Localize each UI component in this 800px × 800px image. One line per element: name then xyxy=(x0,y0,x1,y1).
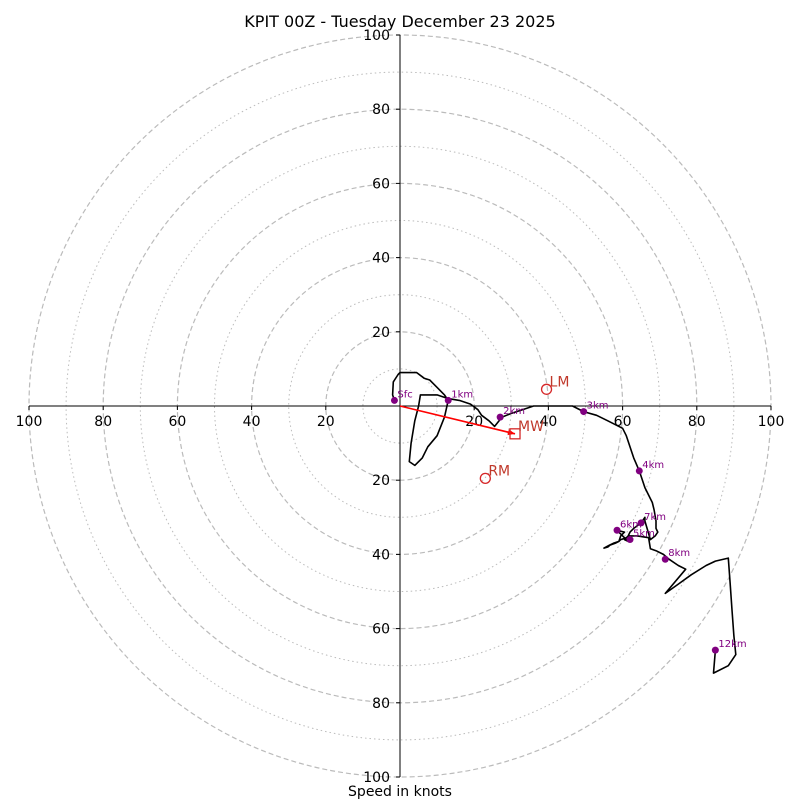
storm-motion-marker xyxy=(540,383,553,395)
height-marker-label: 2km xyxy=(503,406,525,417)
height-marker xyxy=(635,467,643,475)
x-tick-label: 60 xyxy=(168,414,186,430)
y-tick-label: 60 xyxy=(372,622,390,638)
x-tick-label: 80 xyxy=(94,414,112,430)
x-tick-label: 20 xyxy=(317,414,335,430)
height-marker-label: 12km xyxy=(718,639,746,650)
height-marker-label: 3km xyxy=(587,401,609,412)
height-marker-label: Sfc xyxy=(397,389,412,400)
height-marker xyxy=(444,396,452,404)
height-marker-label: 6km xyxy=(620,519,642,530)
x-tick-label: 100 xyxy=(758,414,785,430)
height-marker-label: 7km xyxy=(644,512,666,523)
mean-wind-vector xyxy=(399,405,516,435)
hodograph-trace xyxy=(391,371,737,674)
height-marker-label: 1km xyxy=(451,389,473,400)
hodograph-trace-group xyxy=(391,371,737,674)
x-tick-label: 100 xyxy=(16,414,43,430)
height-marker xyxy=(390,396,398,404)
height-marker xyxy=(496,413,504,421)
x-tick-label: 40 xyxy=(539,414,557,430)
height-marker xyxy=(613,526,621,534)
height-marker xyxy=(580,408,588,416)
y-tick-label: 20 xyxy=(372,325,390,341)
y-tick-label: 80 xyxy=(372,102,390,118)
height-marker xyxy=(711,646,719,654)
y-tick-label: 20 xyxy=(372,473,390,489)
chart-title: KPIT 00Z - Tuesday December 23 2025 xyxy=(244,12,555,31)
storm-motion-label: MW xyxy=(518,419,544,435)
height-marker-label: 4km xyxy=(642,460,664,471)
x-tick-label: 80 xyxy=(688,414,706,430)
storm-motion-label: LM xyxy=(550,374,570,390)
storm-motion-marker xyxy=(479,472,491,484)
storm-motion-group: LM RM MW xyxy=(399,374,570,484)
x-tick-label: 20 xyxy=(465,414,483,430)
y-tick-label: 40 xyxy=(372,547,390,563)
height-marker xyxy=(626,536,634,544)
y-tick-label: 100 xyxy=(363,770,390,786)
y-tick-label: 80 xyxy=(372,696,390,712)
x-tick-label: 40 xyxy=(243,414,261,430)
height-marker-label: 5km xyxy=(633,529,655,540)
height-marker-label: 8km xyxy=(668,548,690,559)
height-marker xyxy=(661,555,669,563)
y-tick-label: 100 xyxy=(363,28,390,44)
storm-motion-marker xyxy=(509,428,521,440)
y-tick-label: 60 xyxy=(372,176,390,192)
height-marker xyxy=(637,519,645,527)
y-tick-label: 40 xyxy=(372,251,390,267)
storm-motion-label: RM xyxy=(488,463,510,479)
tick-labels: 100 80 60 40 20 20 40 60 80 100100806040202040608… xyxy=(16,28,785,786)
x-axis-label: Speed in knots xyxy=(348,784,452,800)
